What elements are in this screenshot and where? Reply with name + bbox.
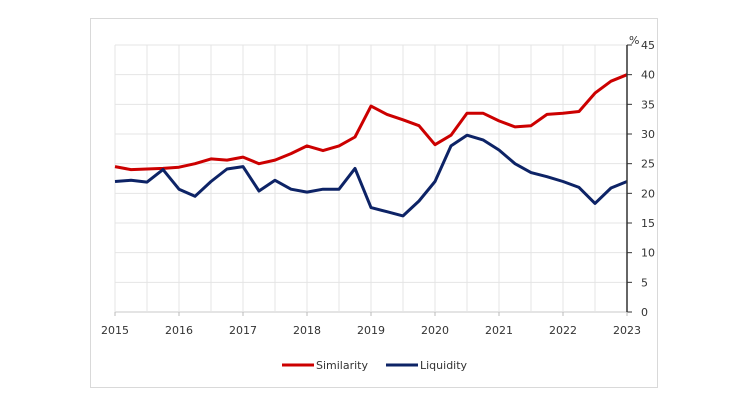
- y-tick-label: 5: [641, 276, 648, 289]
- y-tick-label: 30: [641, 128, 655, 141]
- x-tick-label: 2020: [421, 324, 449, 337]
- chart-frame: [90, 18, 658, 388]
- x-tick-label: 2018: [293, 324, 321, 337]
- legend-label-similarity: Similarity: [316, 359, 368, 372]
- y-tick-label: 0: [641, 306, 648, 319]
- x-tick-label: 2016: [165, 324, 193, 337]
- series-line-similarity: [114, 73, 628, 172]
- y-tick-label: 25: [641, 158, 655, 171]
- x-tick-label: 2015: [101, 324, 129, 337]
- y-tick-label: 35: [641, 98, 655, 111]
- legend-label-liquidity: Liquidity: [420, 359, 468, 372]
- y-tick-label: 10: [641, 247, 655, 260]
- y-tick-label: 40: [641, 69, 655, 82]
- x-tick-label: 2019: [357, 324, 385, 337]
- x-tick-label: 2022: [549, 324, 577, 337]
- x-tick-label: 2021: [485, 324, 513, 337]
- series-line-liquidity: [114, 133, 628, 218]
- y-unit-label: %: [629, 34, 639, 47]
- y-tick-label: 15: [641, 217, 655, 230]
- y-tick-label: 20: [641, 187, 655, 200]
- x-tick-label: 2017: [229, 324, 257, 337]
- x-tick-label: 2023: [613, 324, 641, 337]
- y-tick-label: 45: [641, 39, 655, 52]
